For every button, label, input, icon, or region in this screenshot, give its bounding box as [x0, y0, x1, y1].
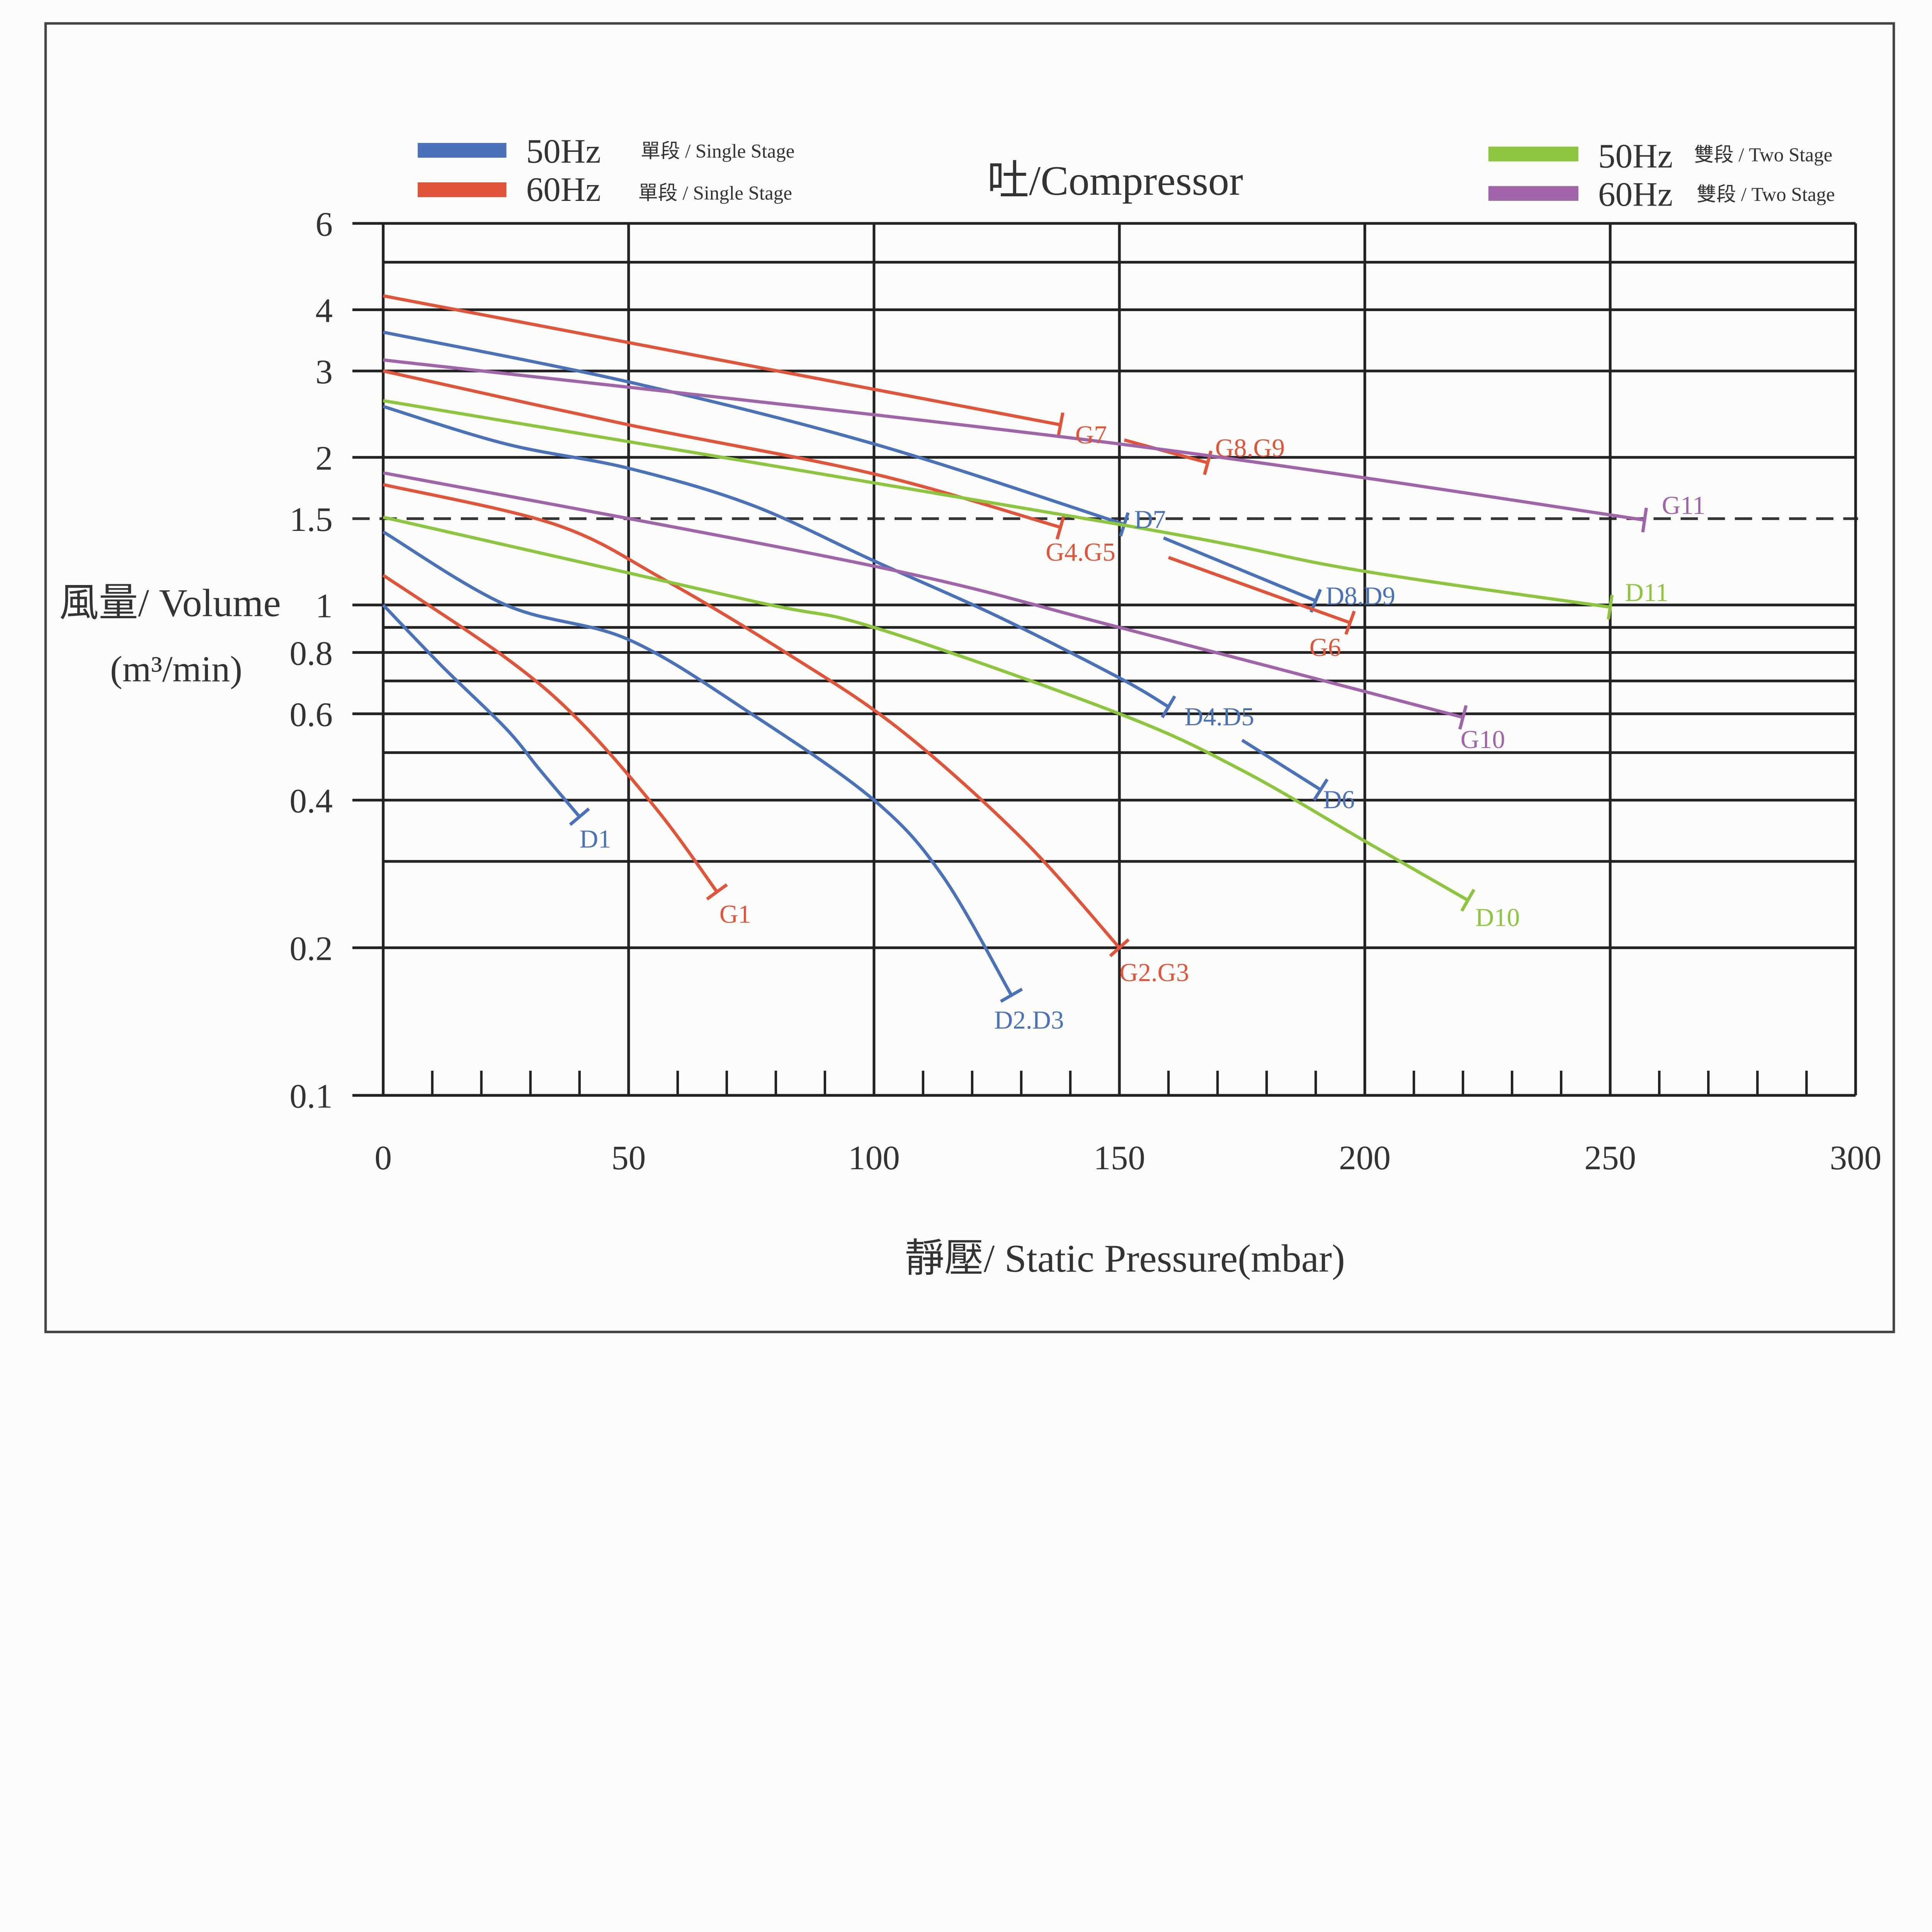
series-line-d7: [383, 330, 1125, 526]
series-end-cap: [706, 883, 728, 901]
series-line-g6: [1168, 556, 1351, 624]
series-line-g1: [382, 574, 718, 893]
y-axis-label: 風量/ Volume: [59, 581, 281, 625]
series-label: D7: [1134, 505, 1166, 534]
series-end-cap: [1641, 507, 1648, 533]
series-end-cap: [1056, 412, 1065, 437]
series-label: D10: [1475, 903, 1520, 932]
y-tick-label: 0.1: [289, 1077, 333, 1116]
legend-stage: 單段 / Single Stage: [641, 141, 794, 162]
x-tick-label: 100: [848, 1139, 900, 1177]
legend-swatch-50hz-two: [1488, 146, 1578, 162]
y-tick-label: 0.6: [289, 696, 333, 734]
legend-freq: 50Hz: [526, 132, 601, 170]
series-end-cap: [1161, 695, 1176, 718]
series-label: G2.G3: [1119, 958, 1189, 987]
series-end-cap: [1000, 988, 1023, 1003]
series-label: D2.D3: [994, 1006, 1064, 1034]
legend-swatch-60hz-single: [418, 182, 507, 197]
series-label: D4.D5: [1184, 702, 1254, 731]
legend-swatch-50hz-single: [418, 143, 507, 158]
series-line-g11: [383, 358, 1645, 522]
y-tick-label: 3: [315, 353, 333, 391]
series-line-d10: [383, 515, 1469, 902]
series-line-d1: [382, 604, 581, 818]
series-line-d8-d9: [1163, 536, 1316, 602]
series-label: G4.G5: [1046, 538, 1115, 566]
y-tick-label: 2: [315, 439, 333, 478]
series-line-g10: [383, 471, 1464, 719]
legend-right: 50Hz 雙段 / Two Stage 60Hz 雙段 / Two Stage: [1488, 137, 1835, 214]
y-tick-label: 1.5: [289, 500, 333, 539]
series-label: G8.G9: [1215, 434, 1285, 463]
y-tick-label: 0.4: [289, 782, 333, 820]
series-end-cap: [1344, 611, 1356, 635]
series-label: D1: [580, 825, 611, 853]
series-label: D8.D9: [1326, 582, 1395, 610]
x-tick-label: 150: [1094, 1139, 1145, 1177]
legend-stage: 單段 / Single Stage: [638, 183, 792, 204]
y-tick-label: 4: [315, 291, 333, 330]
series-end-cap: [569, 807, 590, 826]
series-end-cap: [1055, 515, 1066, 540]
axis-ticks: 0 50 100 150 200 250 300 6 4 3 2 1.5 1 0.8 0.6 0.4 0.2 0.…: [289, 205, 1881, 1177]
legend-freq: 60Hz: [526, 170, 601, 209]
x-tick-label: 50: [611, 1139, 646, 1177]
y-tick-label: 0.2: [289, 930, 333, 968]
x-tick-label: 300: [1830, 1139, 1881, 1177]
series-end-cap: [1313, 778, 1329, 801]
outer-frame: [44, 22, 1895, 1333]
y-tick-label: 1: [315, 587, 333, 625]
series-end-cap: [1460, 889, 1476, 912]
series-line-g2-g3: [383, 483, 1121, 949]
series-group: [382, 294, 1648, 1003]
x-axis-label: 靜壓/ Static Pressure(mbar): [905, 1237, 1345, 1281]
series-line-d4-d5: [383, 405, 1170, 708]
legend-stage: 雙段 / Two Stage: [1694, 145, 1833, 166]
grid: [352, 222, 1858, 1097]
series-end-cap: [1458, 705, 1468, 730]
legend-freq: 60Hz: [1598, 175, 1673, 214]
series-label: G10: [1461, 725, 1505, 754]
series-end-cap: [1109, 938, 1130, 957]
series-label: G7: [1075, 420, 1107, 449]
series-line-d2-d3: [382, 530, 1013, 996]
series-end-cap: [1607, 595, 1614, 620]
legend-freq: 50Hz: [1598, 137, 1673, 175]
x-tick-label: 0: [374, 1139, 392, 1177]
y-tick-label: 6: [315, 205, 333, 243]
legend-left: 50Hz 單段 / Single Stage 60Hz 單段 / Single …: [418, 132, 794, 209]
series-label: D11: [1625, 578, 1668, 607]
series-line-d6: [1241, 739, 1322, 791]
series-label: D6: [1323, 786, 1355, 814]
x-tick-label: 200: [1339, 1139, 1391, 1177]
series-label: G1: [719, 900, 751, 929]
chart-title: 吐/Compressor: [987, 158, 1243, 204]
series-line-g7: [383, 294, 1061, 427]
x-tick-label: 250: [1584, 1139, 1636, 1177]
series-line-g4-g5: [383, 369, 1061, 529]
series-labels: D1 G1 D2.D3 G2.G3 D4.D5 G4.G5 D7 D8.D9 G6 G7 G8.G9…: [580, 420, 1706, 1034]
series-label: G6: [1310, 633, 1341, 662]
series-label: G11: [1662, 491, 1706, 520]
series-line-d11: [383, 399, 1611, 609]
legend-stage: 雙段 / Two Stage: [1697, 184, 1835, 206]
y-axis-unit: (m³/min): [110, 648, 242, 689]
y-tick-label: 0.8: [289, 634, 333, 673]
legend-swatch-60hz-two: [1488, 186, 1578, 201]
compressor-performance-chart: D1 G1 D2.D3 G2.G3 D4.D5 G4.G5 D7 D8.D9 G6 G7 G8.G9…: [44, 22, 1895, 1333]
